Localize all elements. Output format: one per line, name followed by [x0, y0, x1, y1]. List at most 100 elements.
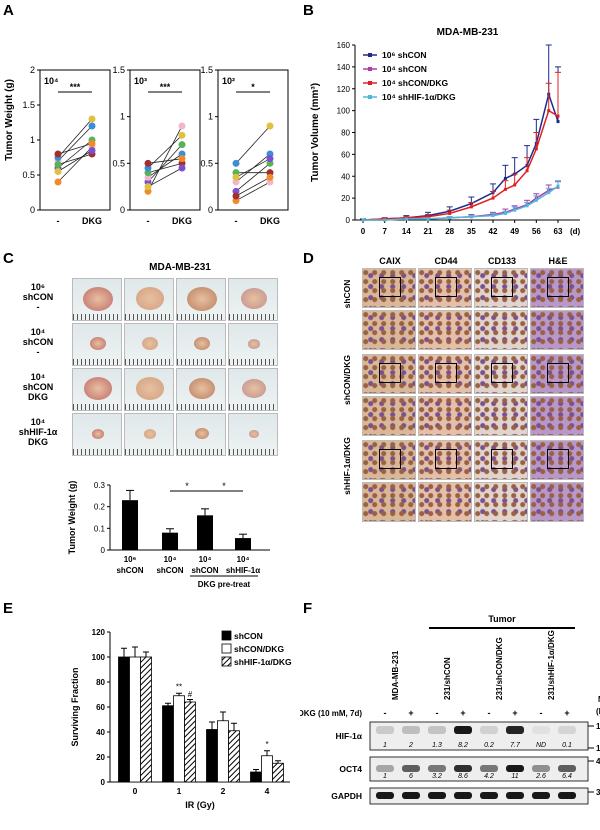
- blot-band: [428, 765, 446, 772]
- point-after: [88, 147, 96, 154]
- x-label-name: shCON: [156, 566, 183, 575]
- legend-marker: [368, 53, 372, 57]
- blot-band: [558, 792, 576, 799]
- photo-row-label-dose: 10⁴: [30, 327, 46, 337]
- x-tick-label: 0: [133, 786, 138, 796]
- photo-row-label: 10⁴ shHIF-1α DKG: [8, 417, 68, 447]
- photo-row-label-dose: 10⁴: [30, 417, 46, 427]
- y-tick-label: 0: [101, 778, 106, 787]
- point-after: [178, 155, 186, 163]
- ihc-column-label: CD44: [434, 256, 458, 266]
- zoom-box: [547, 277, 569, 297]
- sig-label: ***: [160, 82, 171, 92]
- blot-band: [480, 765, 498, 772]
- legend-marker: [368, 67, 372, 71]
- panel-f-western-blot: Tumor MDA-MB-231 231/shCON 231/shCON/DKG 231…: [300, 614, 600, 805]
- treatment-sign: -: [436, 708, 439, 718]
- zoom-box: [491, 449, 513, 469]
- ihc-image: [418, 354, 472, 394]
- bar: [173, 695, 185, 783]
- x-label: -: [57, 216, 60, 226]
- panel-label-f: F: [303, 600, 313, 617]
- legend-label: 10⁴ shHIF-1α/DKG: [382, 92, 456, 102]
- bar: [272, 762, 284, 783]
- photo-row-label-line1: shCON: [22, 292, 54, 302]
- bar: [235, 538, 251, 550]
- legend-swatch: [221, 630, 232, 641]
- tumor-photo: [72, 323, 122, 366]
- legend-label: shCON: [234, 631, 263, 641]
- point-after: [88, 140, 96, 147]
- pair-line: [57, 150, 93, 172]
- y-tick-label: 120: [337, 85, 351, 94]
- y-tick-label: 80: [341, 129, 350, 138]
- x-tick-label: 7: [382, 227, 387, 236]
- x-label-dose: 10⁴: [199, 555, 212, 564]
- tumor-photo: [176, 278, 226, 321]
- tumor-specimen: [249, 429, 259, 438]
- ruler-strip: [229, 314, 277, 320]
- y-tick-label: 60: [341, 150, 350, 159]
- y-tick-label: 1: [208, 112, 213, 122]
- x-label: -: [147, 216, 150, 226]
- y-tick-label: 0: [346, 216, 351, 225]
- y-tick-label: 100: [92, 653, 106, 662]
- bar: [118, 656, 130, 783]
- ruler-strip: [229, 449, 277, 455]
- series-line-3: [363, 185, 559, 221]
- point-after: [266, 122, 274, 130]
- pair-line: [235, 176, 271, 197]
- blot-band: [532, 792, 550, 799]
- ihc-image: [362, 440, 416, 480]
- blot-band: [454, 765, 472, 772]
- tumor-specimen: [241, 288, 267, 309]
- ihc-image: [474, 482, 528, 522]
- photo-row-label-dose: 10⁶: [30, 282, 46, 292]
- ruler-strip: [73, 314, 121, 320]
- y-tick-label: 40: [341, 172, 350, 181]
- dose-label: 10⁴: [44, 76, 58, 86]
- treatment-label: DKG (10 mM, 7d): [300, 709, 362, 718]
- tumor-specimen: [194, 337, 210, 351]
- x-axis-label: IR (Gy): [185, 800, 215, 810]
- blot-strip: [369, 721, 589, 751]
- blot-band: [506, 765, 524, 772]
- y-tick-label: 0: [120, 205, 125, 215]
- series-line-0: [362, 91, 559, 221]
- point-after: [266, 155, 274, 163]
- y-tick-label: 0: [30, 205, 35, 215]
- band-quant: 11: [511, 773, 518, 780]
- zoom-box: [435, 449, 457, 469]
- zoom-box: [547, 449, 569, 469]
- panel-label-e: E: [3, 600, 14, 617]
- mw-unit: (kDa): [596, 707, 600, 716]
- x-tick-label: 4: [265, 786, 270, 796]
- ruler-strip: [177, 449, 225, 455]
- ihc-image: [362, 354, 416, 394]
- tumor-photo: [228, 413, 278, 456]
- ihc-column-label: CAIX: [379, 256, 401, 266]
- bar: [162, 705, 174, 783]
- pair-line: [57, 139, 93, 169]
- sig-label: *: [251, 82, 255, 92]
- pair-line: [57, 143, 93, 155]
- band-quant: 3.2: [432, 773, 442, 780]
- point-after: [88, 122, 96, 130]
- panel-label-b: B: [303, 2, 314, 19]
- panel-c-title: MDA-MB-231: [149, 262, 211, 273]
- pair-line: [235, 158, 271, 178]
- ihc-column-label: CD133: [487, 256, 516, 266]
- point-before: [54, 178, 62, 186]
- panel-e-survival-chart: Surviving Fraction 0 20 40 60 80 100 120 0 1 2 4 ** #…: [70, 628, 292, 810]
- bar: [184, 701, 196, 783]
- legend-swatch: [221, 643, 232, 654]
- ihc-row-label: shHIF-1α/DKG: [342, 437, 352, 495]
- point-before: [54, 150, 62, 158]
- zoom-box: [379, 363, 401, 383]
- y-tick-label: 1.5: [112, 65, 125, 75]
- ihc-image: [474, 440, 528, 480]
- point-after: [266, 173, 274, 181]
- y-tick-label: 140: [337, 63, 351, 72]
- x-tick-label: 28: [445, 227, 454, 236]
- legend-marker: [368, 81, 372, 85]
